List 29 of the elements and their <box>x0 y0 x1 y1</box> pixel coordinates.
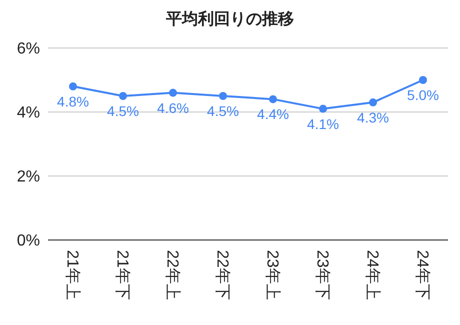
x-tick-label: 23年上 <box>263 250 282 300</box>
chart-title: 平均利回りの推移 <box>165 10 294 28</box>
data-label: 4.8% <box>57 93 89 110</box>
x-tick-label: 24年下 <box>413 250 430 300</box>
y-tick-label: 6% <box>16 40 40 58</box>
x-tick-label: 21年下 <box>113 250 130 300</box>
y-tick-label: 4% <box>16 104 40 122</box>
point <box>69 82 77 90</box>
x-tick-label: 23年下 <box>313 250 330 300</box>
data-label: 5.0% <box>407 87 439 103</box>
data-label: 4.1% <box>307 116 339 132</box>
data-label: 4.4% <box>257 106 289 122</box>
y-tick-label: 2% <box>16 168 40 186</box>
point <box>119 92 127 100</box>
data-label: 4.5% <box>207 103 239 119</box>
data-label: 4.6% <box>157 100 189 116</box>
x-tick-label: 24年上 <box>363 250 382 300</box>
point <box>169 88 177 97</box>
data-label: 4.5% <box>107 103 139 119</box>
y-tick-label: 0% <box>16 232 40 250</box>
point <box>419 76 427 84</box>
x-tick-label: 22年下 <box>213 250 230 300</box>
point <box>369 98 377 106</box>
x-tick-label: 21年上 <box>63 250 82 300</box>
data-label: 4.3% <box>357 109 389 126</box>
point <box>219 92 227 100</box>
x-tick-label: 22年上 <box>163 250 182 300</box>
point <box>269 95 277 104</box>
point <box>319 104 327 113</box>
